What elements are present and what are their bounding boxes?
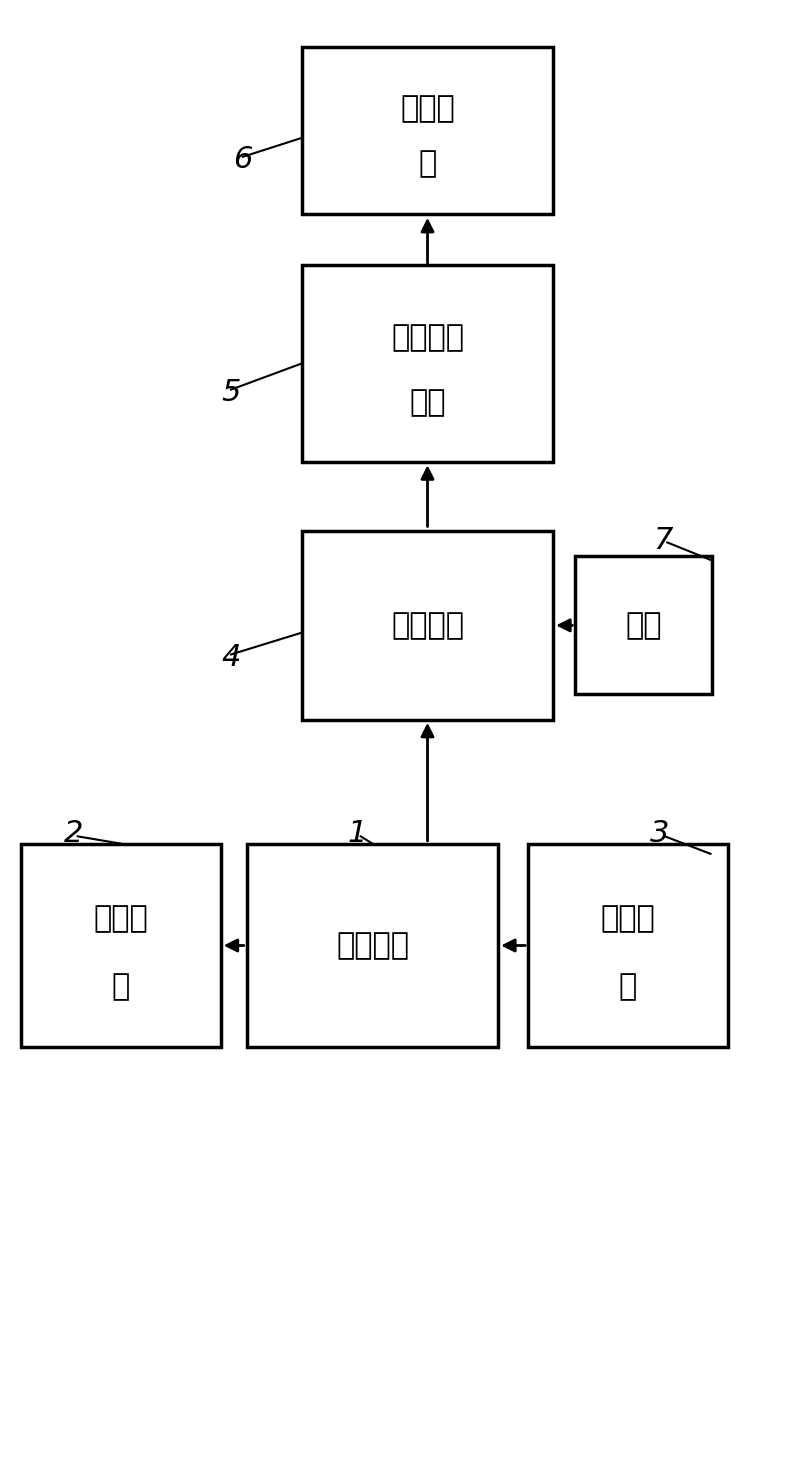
Text: 按键单: 按键单	[601, 905, 655, 933]
Text: 控制单元: 控制单元	[336, 931, 409, 959]
Text: 3: 3	[650, 818, 669, 848]
Bar	[302, 47, 554, 214]
Text: 显示单: 显示单	[94, 905, 148, 933]
Bar	[575, 557, 713, 695]
Text: 4: 4	[222, 643, 241, 671]
Text: 元: 元	[418, 150, 437, 179]
Text: 6: 6	[233, 145, 253, 175]
Text: 5: 5	[222, 378, 241, 407]
Text: 动力加载: 动力加载	[391, 323, 464, 353]
Text: 细胞单: 细胞单	[400, 94, 455, 123]
Text: 2: 2	[64, 818, 83, 848]
Bar	[528, 843, 728, 1047]
Text: 电源: 电源	[626, 611, 662, 640]
Text: 驱动单元: 驱动单元	[391, 611, 464, 640]
Text: 7: 7	[654, 526, 673, 555]
Bar	[246, 843, 498, 1047]
Text: 1: 1	[347, 818, 366, 848]
Text: 单元: 单元	[410, 388, 446, 417]
Text: 元: 元	[112, 971, 130, 1000]
Bar	[21, 843, 221, 1047]
Text: 元: 元	[619, 971, 637, 1000]
Bar	[302, 530, 554, 720]
Bar	[302, 266, 554, 461]
